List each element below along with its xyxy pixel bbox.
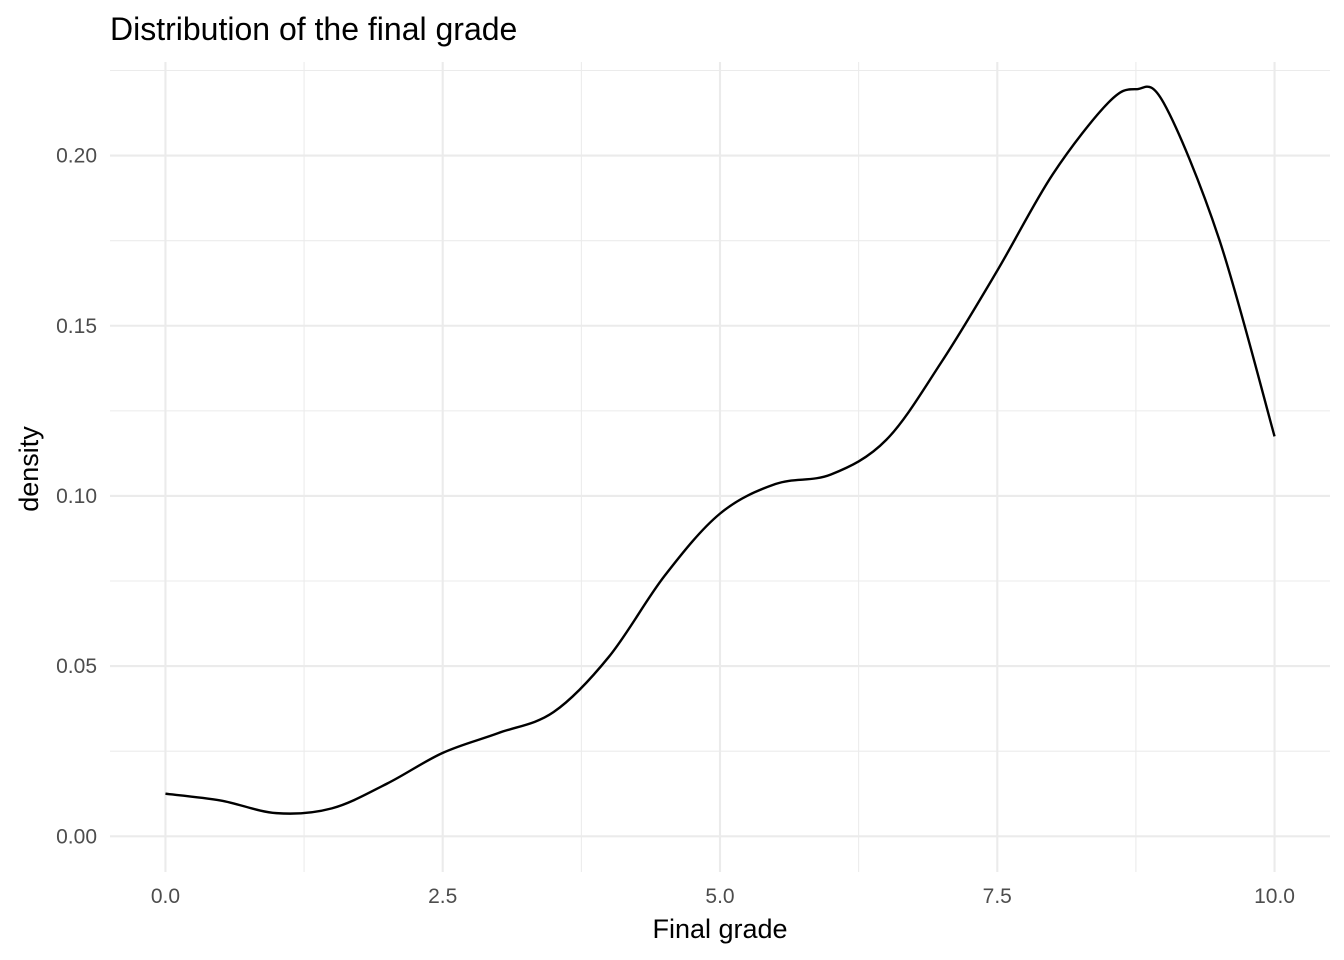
x-tick-label: 5.0 (705, 885, 734, 908)
y-tick-label: 0.00 (56, 825, 97, 848)
y-tick-label: 0.15 (56, 315, 97, 338)
density-curve (165, 85, 1276, 815)
y-tick-label: 0.20 (56, 145, 97, 168)
y-tick-label: 0.10 (56, 485, 97, 508)
x-tick-label: 7.5 (983, 885, 1012, 908)
y-tick-label: 0.05 (56, 655, 97, 678)
grid-lines (110, 62, 1330, 872)
x-tick-label: 0.0 (151, 885, 180, 908)
chart-title: Distribution of the final grade (110, 11, 517, 47)
x-tick-label: 2.5 (428, 885, 457, 908)
x-axis-ticks: 0.0 2.5 5.0 7.5 10.0 (151, 885, 1295, 908)
x-axis-title: Final grade (652, 914, 787, 944)
x-tick-label: 10.0 (1254, 885, 1295, 908)
y-axis-title: density (14, 426, 44, 512)
y-axis-ticks: 0.00 0.05 0.10 0.15 0.20 (56, 145, 97, 849)
